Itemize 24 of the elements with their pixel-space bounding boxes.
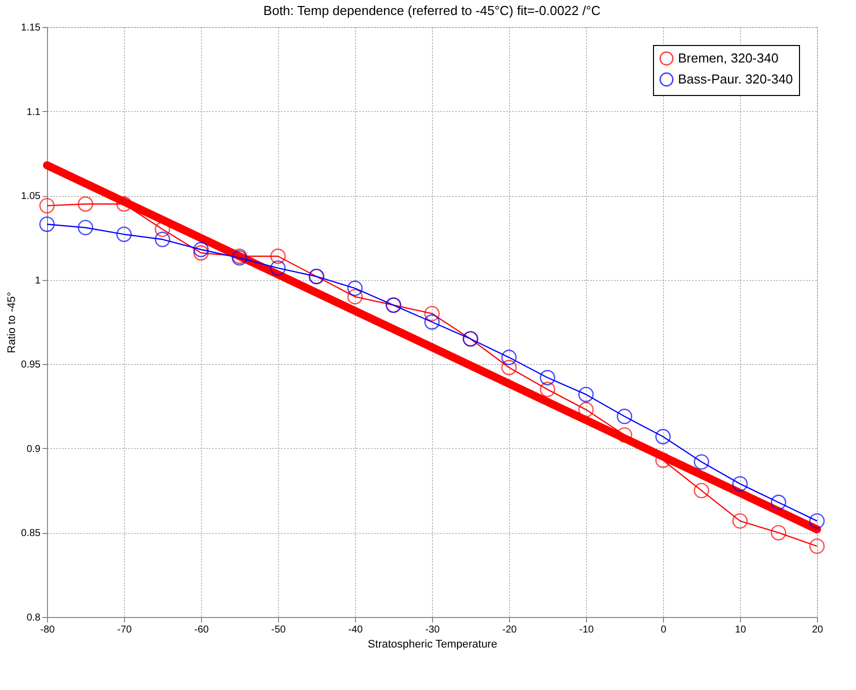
x-tick-label: -80 [40, 624, 56, 636]
x-tick-label: -70 [117, 624, 132, 636]
y-tick-label: 0.9 [26, 444, 41, 455]
x-tick-label: -10 [579, 624, 594, 636]
x-tick-label: -50 [271, 624, 286, 636]
x-tick-label: 20 [812, 624, 824, 636]
y-tick-label: 1.05 [21, 191, 41, 202]
y-tick-label: 0.8 [26, 612, 41, 624]
y-tick-label: 1 [34, 275, 41, 286]
legend-label: Bremen, 320-340 [678, 50, 778, 66]
x-tick-label: -60 [194, 624, 210, 636]
x-tick-label: -40 [348, 624, 364, 636]
legend-label: Bass-Paur. 320-340 [678, 72, 793, 86]
y-tick-label: 1.15 [21, 22, 41, 34]
y-tick-label: 0.95 [21, 360, 41, 371]
x-tick-label: 0 [660, 624, 667, 636]
x-tick-label: -30 [425, 624, 440, 636]
y-tick-label: 1.1 [26, 106, 41, 118]
y-axis-title: Ratio to -45° [6, 292, 18, 354]
y-tick-label: 0.85 [21, 528, 41, 540]
chart-title: Both: Temp dependence (referred to -45°C) fit=-0.0022 /°C [263, 3, 601, 18]
x-axis-title: Stratospheric Temperature [368, 638, 498, 650]
x-tick-label: -20 [502, 624, 518, 636]
x-tick-label: 10 [734, 624, 746, 636]
